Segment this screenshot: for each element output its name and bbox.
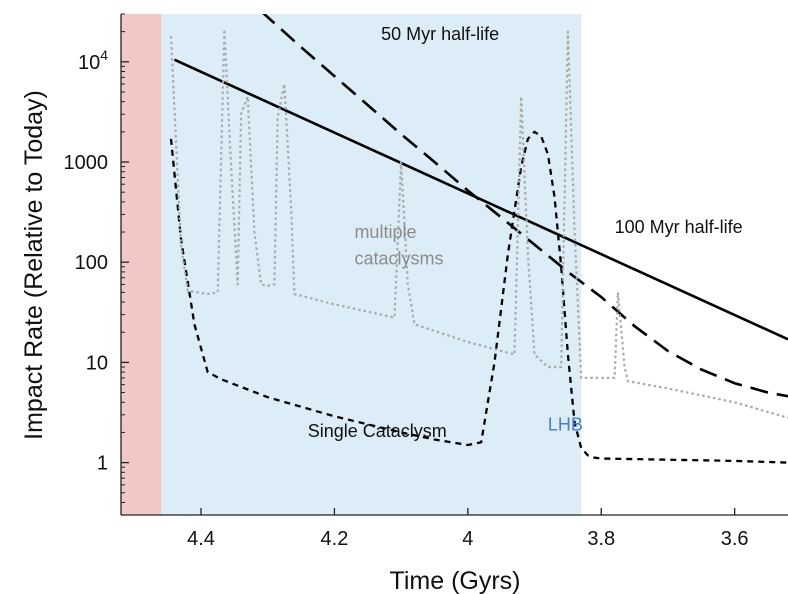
x-axis-title: Time (Gyrs) [390,567,521,594]
annotation-3: cataclysms [354,248,443,268]
y-tick-label: 104 [78,47,108,74]
x-tick-label: 3.8 [587,528,615,550]
y-axis-title: Impact Rate (Relative to Today) [20,90,48,440]
y-tick-label: 100 [75,252,108,274]
annotation-0: 50 Myr half-life [381,24,499,44]
series-multiple-cataclysms [169,28,788,419]
annotation-5: LHB [548,414,583,434]
y-ticks: 104 1000 100 10 1 [64,13,129,516]
annotation-1: 100 Myr half-life [615,217,743,237]
series-50-myr-half-life [262,14,788,398]
x-tick-label: 4.2 [321,528,349,550]
x-ticks: 4.4 4.2 4 3.8 3.6 [187,508,749,550]
series-100-myr-half-life [173,58,788,341]
annotation-2: multiple [354,222,416,242]
y-tick-label: 1000 [64,152,109,174]
series-single-cataclysm [169,130,788,464]
annotations: 50 Myr half-life 100 Myr half-life multipl… [308,24,743,441]
y-tick-label: 1 [97,453,108,475]
x-tick-label: 3.6 [721,528,749,550]
annotation-4: Single Cataclysm [308,421,447,441]
x-tick-label: 4.4 [187,528,215,550]
y-tick-label: 10 [86,352,108,374]
shaded-regions [121,14,582,515]
y-tick-exponent: 4 [100,47,108,63]
series-lines [169,14,788,464]
x-tick-label: 4 [462,528,473,550]
region-pre-crust [121,14,162,515]
region-lhb [161,14,582,515]
